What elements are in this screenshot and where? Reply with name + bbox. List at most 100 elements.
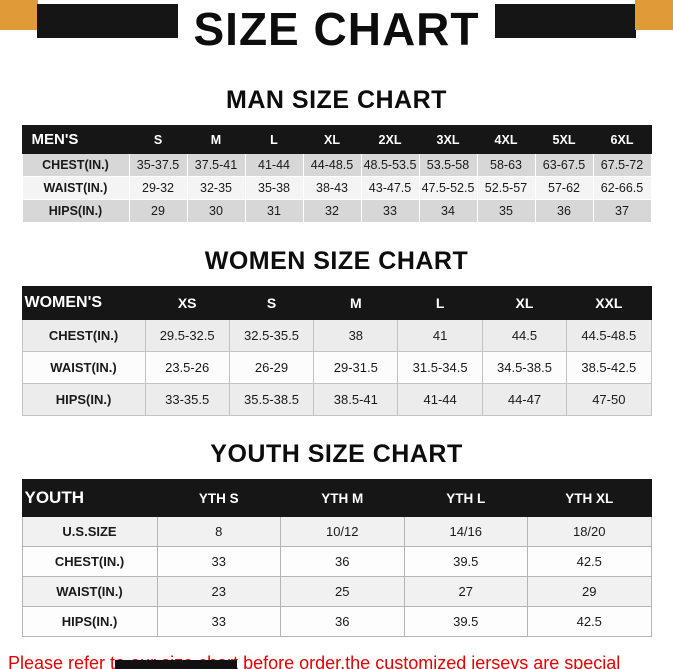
size-cell: 32.5-35.5 [228, 319, 315, 352]
column-header: M [186, 125, 246, 154]
size-cell: 42.5 [527, 546, 652, 577]
size-cell: 44-48.5 [302, 153, 362, 177]
column-header: 3XL [418, 125, 478, 154]
size-cell: 27 [403, 576, 528, 607]
size-cell: 32 [302, 199, 362, 223]
size-cell: 44.5-48.5 [566, 319, 652, 352]
black-bar-left [37, 4, 178, 38]
size-cell: 18/20 [527, 516, 652, 547]
row-label: HIPS(IN.) [21, 199, 130, 223]
column-header: XXL [566, 286, 652, 320]
size-cell: 29 [527, 576, 652, 607]
size-cell: 43-47.5 [360, 176, 420, 200]
size-cell: 35-37.5 [128, 153, 188, 177]
size-cell: 53.5-58 [418, 153, 478, 177]
size-cell: 30 [186, 199, 246, 223]
row-label: U.S.SIZE [21, 516, 158, 547]
table-header-row: YOUTH YTH S YTH M YTH L YTH XL [21, 479, 652, 517]
column-header: XS [144, 286, 230, 320]
size-cell: 41 [397, 319, 483, 352]
size-cell: 29 [128, 199, 188, 223]
table-row: HIPS(IN.) 33 36 39.5 42.5 [21, 606, 652, 637]
size-cell: 35.5-38.5 [228, 383, 315, 416]
column-header: S [128, 125, 188, 154]
top-banner: SIZE CHART [0, 0, 673, 62]
size-cell: 29-32 [128, 176, 188, 200]
size-cell: 26-29 [228, 351, 315, 384]
table-row: HIPS(IN.) 33-35.5 35.5-38.5 38.5-41 41-44 44-… [21, 383, 652, 416]
youth-chart-heading: YOUTH SIZE CHART [210, 440, 463, 468]
page-title: SIZE CHART [193, 3, 480, 55]
man-size-table: MEN'S S M L XL 2XL 3XL 4XL 5XL 6XL CHEST(IN.) 35-37… [21, 125, 652, 223]
size-cell: 36 [280, 606, 405, 637]
column-header: 4XL [476, 125, 536, 154]
size-cell: 23.5-26 [144, 351, 230, 384]
column-header: 5XL [534, 125, 594, 154]
size-cell: 25 [280, 576, 405, 607]
table-header-row: MEN'S S M L XL 2XL 3XL 4XL 5XL 6XL [21, 125, 652, 154]
size-cell: 23 [156, 576, 281, 607]
size-cell: 33-35.5 [144, 383, 230, 416]
column-header: S [228, 286, 315, 320]
size-cell: 33 [156, 606, 281, 637]
row-label: HIPS(IN.) [21, 606, 158, 637]
column-header: 2XL [360, 125, 420, 154]
size-cell: 58-63 [476, 153, 536, 177]
size-cell: 63-67.5 [534, 153, 594, 177]
orange-corner-right [635, 0, 673, 30]
size-cell: 48.5-53.5 [360, 153, 420, 177]
youth-size-chart-section: YOUTH SIZE CHART YOUTH YTH S YTH M YTH L YTH… [0, 440, 673, 637]
table-header-row: WOMEN'S XS S M L XL XXL [21, 286, 652, 320]
column-header: YTH L [403, 479, 528, 517]
size-cell: 44.5 [481, 319, 568, 352]
row-label: CHEST(IN.) [21, 546, 158, 577]
size-cell: 39.5 [403, 606, 528, 637]
black-bar-right [495, 4, 636, 38]
size-cell: 57-62 [534, 176, 594, 200]
size-cell: 41-44 [397, 383, 483, 416]
table-row: WAIST(IN.) 23 25 27 29 [21, 576, 652, 607]
size-cell: 47-50 [566, 383, 652, 416]
size-cell: 36 [534, 199, 594, 223]
size-cell: 29-31.5 [313, 351, 399, 384]
orange-corner-left [0, 0, 38, 30]
table-corner-label: MEN'S [21, 125, 130, 154]
women-chart-heading: WOMEN SIZE CHART [204, 247, 469, 275]
row-label: WAIST(IN.) [21, 351, 146, 384]
table-row: U.S.SIZE 8 10/12 14/16 18/20 [21, 516, 652, 547]
size-cell: 38.5-41 [313, 383, 399, 416]
size-cell: 42.5 [527, 606, 652, 637]
size-cell: 8 [156, 516, 281, 547]
size-cell: 33 [360, 199, 420, 223]
row-label: WAIST(IN.) [21, 576, 158, 607]
size-cell: 14/16 [403, 516, 528, 547]
man-size-chart-section: MAN SIZE CHART MEN'S S M L XL 2XL 3XL 4XL 5XL 6XL… [0, 86, 673, 223]
size-cell: 38.5-42.5 [566, 351, 652, 384]
row-label: CHEST(IN.) [21, 153, 130, 177]
size-cell: 47.5-52.5 [418, 176, 478, 200]
size-cell: 41-44 [244, 153, 304, 177]
column-header: YTH XL [527, 479, 652, 517]
size-cell: 67.5-72 [592, 153, 652, 177]
column-header: 6XL [592, 125, 652, 154]
size-cell: 62-66.5 [592, 176, 652, 200]
size-cell: 37.5-41 [186, 153, 246, 177]
table-corner-label: YOUTH [21, 479, 158, 517]
column-header: YTH S [156, 479, 281, 517]
size-cell: 31.5-34.5 [397, 351, 483, 384]
size-cell: 35 [476, 199, 536, 223]
size-cell: 32-35 [186, 176, 246, 200]
table-row: WAIST(IN.) 29-32 32-35 35-38 38-43 43-47.5 47.… [21, 176, 652, 200]
column-header: XL [302, 125, 362, 154]
column-header: XL [481, 286, 568, 320]
row-label: CHEST(IN.) [21, 319, 146, 352]
size-cell: 38-43 [302, 176, 362, 200]
column-header: L [244, 125, 304, 154]
black-bar-bottom [115, 660, 237, 669]
footer-notice: Please refer to our size chart before or… [0, 651, 673, 669]
table-row: CHEST(IN.) 33 36 39.5 42.5 [21, 546, 652, 577]
column-header: L [397, 286, 483, 320]
table-row: HIPS(IN.) 29 30 31 32 33 34 35 36 37 [21, 199, 652, 223]
row-label: WAIST(IN.) [21, 176, 130, 200]
women-size-table: WOMEN'S XS S M L XL XXL CHEST(IN.) 29.5-32.5 32.5… [21, 286, 652, 416]
